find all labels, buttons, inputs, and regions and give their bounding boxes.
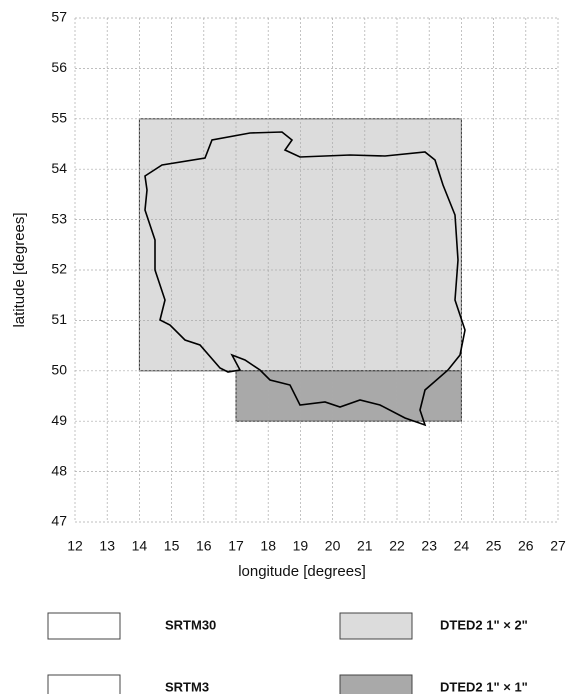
y-tick-label: 56 [51,59,67,75]
y-tick-label: 48 [51,462,67,478]
coverage-region [138,118,462,372]
x-tick-label: 14 [132,538,148,554]
x-axis-label: longitude [degrees] [238,563,366,580]
plot: 12 13 14 15 16 17 18 19 20 21 22 23 24 25 26 27 47 48 49 50… [47,9,566,694]
y-axis-label: latitude [degrees] [11,212,28,327]
x-tick-label: 15 [164,538,180,554]
poland-outline [144,131,466,427]
x-tick-label: 22 [389,538,405,554]
y-tick-label: 53 [51,210,67,226]
legend-label: DTED2 1" × 1" [440,679,528,694]
y-tick-label: 52 [51,261,67,277]
x-tick-label: 18 [260,538,276,554]
x-tick-label: 20 [325,538,341,554]
coverage-region [235,370,462,422]
legend-label: SRTM3 [165,679,209,694]
x-tick-label: 27 [550,538,566,554]
legend-swatch [47,612,121,640]
x-tick-label: 25 [486,538,502,554]
legend-item: SRTM30 [47,612,216,640]
x-tick-label: 17 [228,538,244,554]
x-tick-label: 23 [421,538,437,554]
y-tick-label: 55 [51,110,67,126]
x-tick-label: 12 [67,538,83,554]
y-tick-label: 49 [51,412,67,428]
legend-swatch [339,674,413,694]
y-tick-label: 50 [51,362,67,378]
x-tick-label: 26 [518,538,534,554]
legend-swatch [339,612,413,640]
legend-swatch [47,674,121,694]
x-tick-label: 19 [293,538,309,554]
legend-item: SRTM3 [47,674,209,694]
legend-label: DTED2 1" × 2" [440,617,528,632]
legend-item: DTED2 1" × 1" [339,674,528,694]
y-tick-label: 54 [51,160,67,176]
x-tick-label: 21 [357,538,373,554]
x-tick-label: 16 [196,538,212,554]
y-tick-label: 47 [51,513,67,529]
y-tick-label: 51 [51,311,67,327]
legend-item: DTED2 1" × 2" [339,612,528,640]
x-tick-label: 24 [454,538,470,554]
legend-label: SRTM30 [165,617,216,632]
y-tick-label: 57 [51,9,67,25]
x-tick-label: 13 [99,538,115,554]
